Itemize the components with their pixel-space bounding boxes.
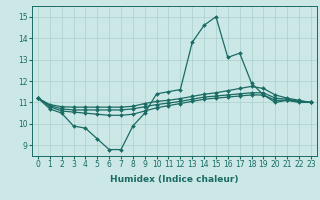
X-axis label: Humidex (Indice chaleur): Humidex (Indice chaleur) — [110, 175, 239, 184]
